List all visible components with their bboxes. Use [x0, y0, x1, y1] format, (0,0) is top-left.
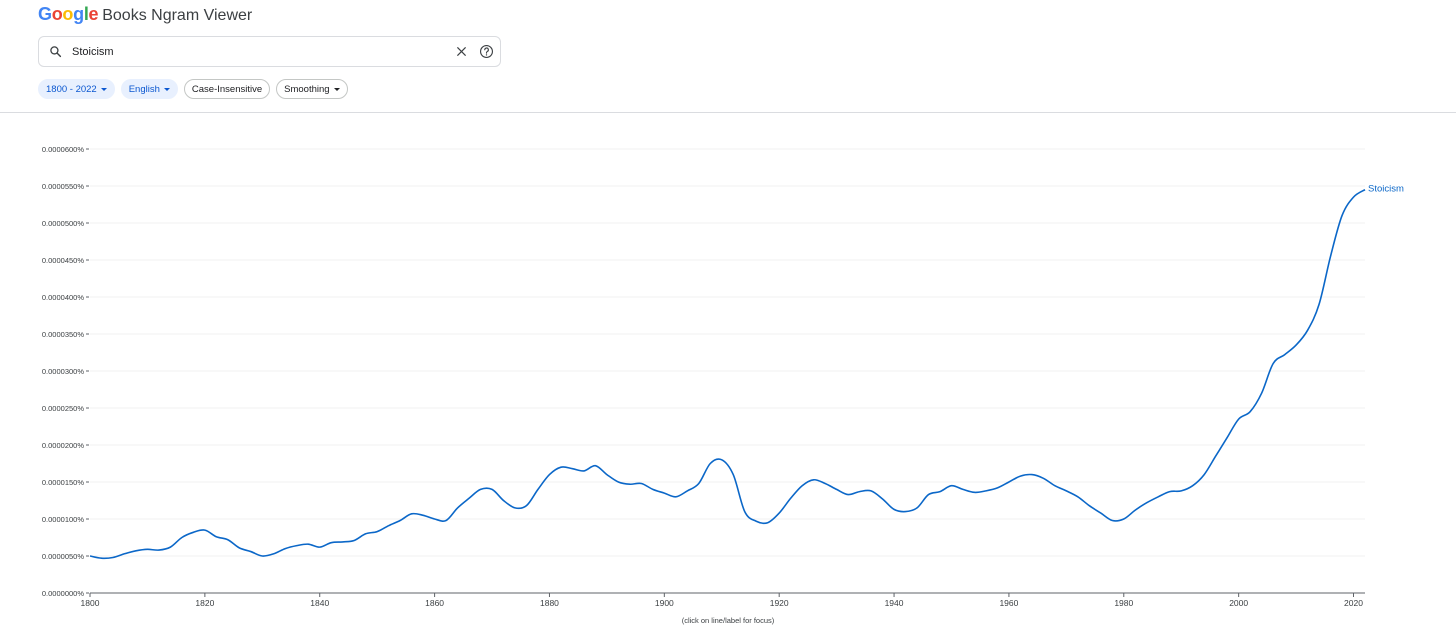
- series-line-stoicism[interactable]: [89, 189, 1366, 560]
- y-tick-label: 0.0000000%: [42, 589, 84, 598]
- filter-chips: 1800 - 2022 English Case-Insensitive Smo…: [38, 79, 348, 99]
- ngram-chart: 0.0000000% 0.0000050% 0.0000100% 0.0000150%…: [42, 145, 1404, 625]
- smoothing-label: Smoothing: [284, 83, 330, 95]
- y-tick-label: 0.0000350%: [42, 330, 84, 339]
- x-tick-label: 1880: [540, 598, 559, 608]
- year-range-dropdown[interactable]: 1800 - 2022: [38, 79, 115, 99]
- caret-down-icon: [333, 87, 340, 91]
- y-tick-label: 0.0000600%: [42, 145, 84, 154]
- search-input[interactable]: [72, 42, 432, 62]
- case-insensitive-toggle[interactable]: Case-Insensitive: [183, 79, 271, 99]
- y-axis: 0.0000000% 0.0000050% 0.0000100% 0.0000150%…: [42, 145, 89, 598]
- caret-down-icon: [163, 87, 170, 91]
- case-label: Case-Insensitive: [191, 83, 263, 95]
- y-tick-label: 0.0000500%: [42, 219, 84, 228]
- x-tick-label: 1820: [195, 598, 214, 608]
- x-tick-label: 2000: [1229, 598, 1248, 608]
- y-tick-label: 0.0000150%: [42, 478, 84, 487]
- corpus-dropdown[interactable]: English: [120, 79, 178, 99]
- x-tick-label: 1980: [1114, 598, 1133, 608]
- smoothing-dropdown[interactable]: Smoothing: [276, 79, 348, 99]
- year-range-label: 1800 - 2022: [46, 83, 97, 95]
- x-tick-label: 1940: [885, 598, 904, 608]
- x-tick-label: 1860: [425, 598, 444, 608]
- x-tick-label: 2020: [1344, 598, 1363, 608]
- y-tick-label: 0.0000250%: [42, 404, 84, 413]
- y-tick-label: 0.0000400%: [42, 293, 84, 302]
- y-tick-label: 0.0000550%: [42, 182, 84, 191]
- y-tick-label: 0.0000300%: [42, 367, 84, 376]
- y-tick-label: 0.0000450%: [42, 256, 84, 265]
- y-tick-label: 0.0000200%: [42, 441, 84, 450]
- caret-down-icon: [100, 87, 107, 91]
- search-box[interactable]: [38, 36, 501, 67]
- chart-grid: [90, 148, 1365, 557]
- x-axis: 1800 1820 1840 1860 1880 1900 1920 1940 1960 1980…: [81, 592, 1365, 608]
- x-tick-label: 1960: [999, 598, 1018, 608]
- search-icon: [49, 45, 62, 63]
- chart-footnote: (click on line/label for focus): [682, 616, 775, 625]
- x-tick-label: 1800: [81, 598, 100, 608]
- x-tick-label: 1840: [310, 598, 329, 608]
- product-name: Books Ngram Viewer: [102, 7, 253, 24]
- series-layer: Stoicism: [89, 184, 1404, 560]
- x-tick-label: 1920: [770, 598, 789, 608]
- corpus-label: English: [128, 83, 160, 95]
- series-label-stoicism[interactable]: Stoicism: [1368, 184, 1404, 195]
- x-tick-label: 1900: [655, 598, 674, 608]
- app-logo[interactable]: Google Books Ngram Viewer: [38, 4, 252, 26]
- close-icon[interactable]: [455, 45, 468, 63]
- y-tick-label: 0.0000050%: [42, 552, 84, 561]
- y-tick-label: 0.0000100%: [42, 515, 84, 524]
- google-logo: Google: [38, 4, 99, 24]
- help-icon[interactable]: [479, 44, 494, 64]
